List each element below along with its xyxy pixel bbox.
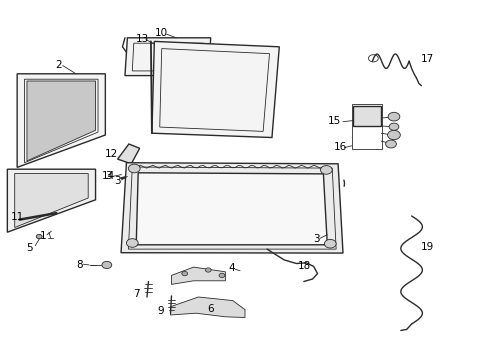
- Circle shape: [386, 140, 396, 148]
- Polygon shape: [27, 81, 96, 161]
- Polygon shape: [136, 173, 327, 245]
- Polygon shape: [121, 163, 343, 253]
- Text: 16: 16: [334, 142, 347, 152]
- Text: 8: 8: [76, 260, 83, 270]
- Polygon shape: [172, 267, 225, 284]
- Circle shape: [219, 273, 225, 278]
- Text: 13: 13: [135, 33, 149, 44]
- Polygon shape: [125, 38, 211, 76]
- Text: 12: 12: [105, 149, 119, 159]
- Text: 5: 5: [26, 243, 33, 253]
- Text: 3: 3: [105, 171, 112, 181]
- Bar: [353, 106, 381, 126]
- Text: 9: 9: [157, 306, 164, 316]
- Polygon shape: [118, 144, 140, 164]
- Polygon shape: [15, 174, 88, 228]
- Text: 15: 15: [327, 116, 341, 126]
- Polygon shape: [17, 74, 105, 167]
- Circle shape: [182, 271, 188, 276]
- Text: 11: 11: [10, 212, 24, 222]
- Circle shape: [128, 164, 140, 173]
- Text: 6: 6: [207, 303, 214, 314]
- Circle shape: [324, 239, 336, 248]
- Text: 4: 4: [228, 263, 235, 273]
- Circle shape: [388, 112, 400, 121]
- Circle shape: [102, 261, 112, 269]
- Text: 10: 10: [155, 28, 168, 38]
- Text: 3: 3: [313, 234, 319, 244]
- Text: 1: 1: [40, 231, 47, 241]
- Text: 3: 3: [114, 176, 121, 186]
- Text: 18: 18: [298, 261, 312, 271]
- Text: 2: 2: [55, 60, 62, 70]
- Text: 19: 19: [421, 242, 435, 252]
- Polygon shape: [171, 297, 245, 318]
- Text: 14: 14: [102, 171, 116, 181]
- Polygon shape: [7, 169, 96, 232]
- Circle shape: [205, 268, 211, 272]
- Polygon shape: [152, 41, 279, 138]
- Bar: [352, 104, 382, 149]
- Circle shape: [388, 130, 400, 140]
- Text: 17: 17: [420, 54, 434, 64]
- Text: 7: 7: [133, 289, 140, 299]
- Circle shape: [320, 166, 332, 174]
- Circle shape: [126, 239, 138, 247]
- Circle shape: [36, 234, 42, 239]
- Circle shape: [389, 123, 399, 130]
